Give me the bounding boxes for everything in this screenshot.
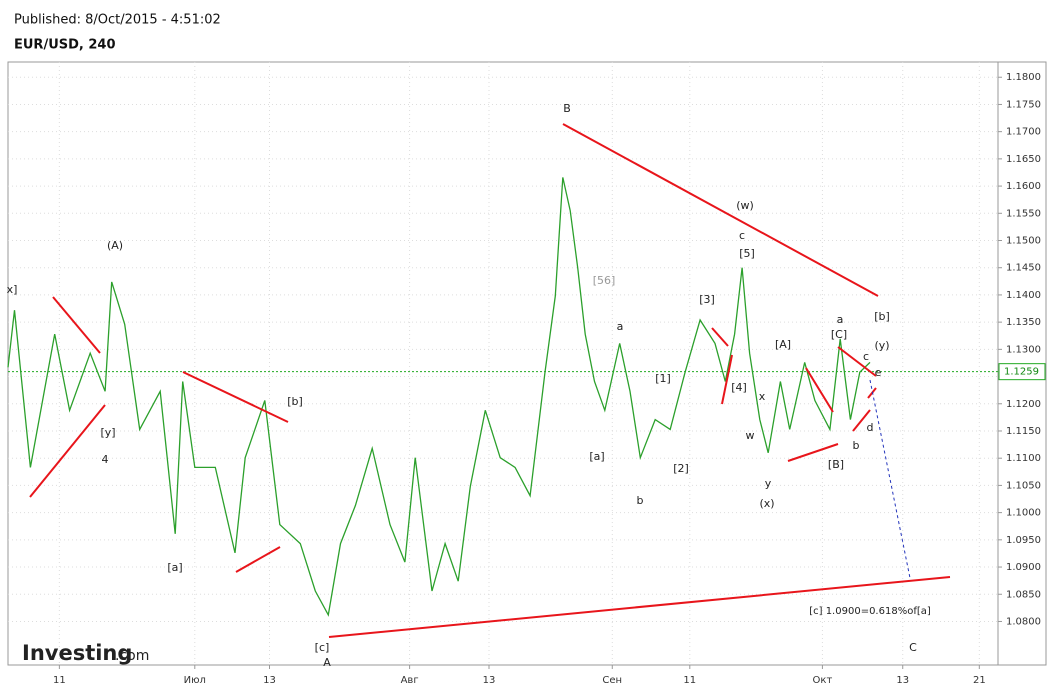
price-line (7, 177, 871, 617)
wave-label: x] (7, 283, 18, 296)
y-tick-label: 1.1400 (1006, 290, 1041, 301)
wave-label: c (863, 350, 869, 363)
trend-line (235, 546, 281, 573)
x-tick-label: 11 (683, 675, 696, 686)
trend-line (182, 371, 289, 423)
y-tick-label: 1.1650 (1006, 154, 1041, 165)
wave-label: A (323, 656, 331, 669)
x-tick-label: 21 (973, 675, 986, 686)
y-tick-label: 1.1050 (1006, 480, 1041, 491)
wave-label: a (617, 320, 624, 333)
wave-label: [c] 1.0900=0.618%of[a] (809, 606, 931, 617)
y-tick-label: 1.0900 (1006, 562, 1041, 573)
wave-label: [a] (589, 450, 604, 463)
last-price-box (998, 363, 1046, 381)
trend-line (721, 354, 733, 405)
x-tick-label: 13 (483, 675, 496, 686)
wave-label: c (739, 229, 745, 242)
wave-label: [2] (673, 462, 689, 475)
wave-label: 4 (102, 453, 109, 466)
y-axis-frame (997, 61, 1047, 666)
x-tick-label: 11 (53, 675, 66, 686)
x-tick-label: 13 (263, 675, 276, 686)
y-tick-label: 1.1100 (1006, 453, 1041, 464)
logo-brand: Investing (22, 641, 132, 665)
trend-line (52, 296, 101, 354)
y-tick-label: 1.1500 (1006, 236, 1041, 247)
wave-label: [4] (731, 381, 747, 394)
wave-label: (y) (874, 339, 889, 352)
y-tick-label: 1.0950 (1006, 535, 1041, 546)
wave-label: [y] (100, 426, 115, 439)
trend-line (328, 576, 951, 638)
y-tick-label: 1.1300 (1006, 344, 1041, 355)
y-tick-label: 1.0850 (1006, 589, 1041, 600)
wave-label: (A) (107, 239, 123, 252)
wave-label: [B] (828, 458, 844, 471)
trend-line (867, 387, 877, 399)
x-tick-label: Авг (401, 675, 419, 686)
wave-label: a (837, 313, 844, 326)
wave-label: C (909, 641, 917, 654)
y-tick-label: 1.0800 (1006, 616, 1041, 627)
y-tick-label: 1.1350 (1006, 317, 1041, 328)
y-tick-label: 1.1750 (1006, 99, 1041, 110)
y-tick-label: 1.1550 (1006, 208, 1041, 219)
wave-label: d (867, 421, 874, 434)
wave-label: x (759, 390, 766, 403)
logo-suffix: .com (115, 648, 149, 664)
wave-label: (x) (759, 497, 774, 510)
x-tick-label: 13 (896, 675, 909, 686)
wave-label: [b] (287, 395, 303, 408)
wave-label: [C] (831, 328, 847, 341)
wave-label: [b] (874, 310, 890, 323)
wave-label: [5] (739, 247, 755, 260)
trend-line (805, 367, 834, 413)
trend-line (852, 409, 871, 432)
wave-label: b (637, 494, 644, 507)
trend-line (711, 327, 729, 347)
trend-lines (29, 123, 951, 638)
plot-frame (7, 61, 999, 666)
wave-label: w (746, 429, 755, 442)
wave-label: [3] (699, 293, 715, 306)
x-tick-label: Июл (184, 675, 206, 686)
trend-line (837, 346, 877, 377)
trend-line (562, 123, 879, 297)
wave-label: e (875, 366, 882, 379)
wave-label: [c] (315, 641, 330, 654)
wave-label: y (765, 477, 772, 490)
chart-title: EUR/USD, 240 (14, 38, 116, 53)
projection-line (869, 379, 911, 579)
y-tick-label: 1.1000 (1006, 508, 1041, 519)
wave-label: [a] (167, 561, 182, 574)
wave-label: [1] (655, 372, 671, 385)
y-tick-label: 1.1600 (1006, 181, 1041, 192)
wave-label: [56] (593, 274, 616, 287)
trend-line (29, 404, 106, 498)
wave-label: [A] (775, 338, 791, 351)
wave-label: (w) (736, 199, 754, 212)
y-tick-label: 1.1450 (1006, 263, 1041, 274)
y-tick-label: 1.1700 (1006, 127, 1041, 138)
y-tick-label: 1.1150 (1006, 426, 1041, 437)
published: Published: 8/Oct/2015 - 4:51:02 (14, 13, 221, 28)
y-tick-label: 1.1200 (1006, 399, 1041, 410)
y-tick-label: 1.1800 (1006, 72, 1041, 83)
wave-label: B (563, 102, 571, 115)
x-tick-label: Сен (602, 675, 622, 686)
last-price-label: 1.1259 (1004, 367, 1039, 378)
wave-label: b (853, 439, 860, 452)
x-tick-label: Окт (813, 675, 833, 686)
trend-line (787, 443, 839, 462)
